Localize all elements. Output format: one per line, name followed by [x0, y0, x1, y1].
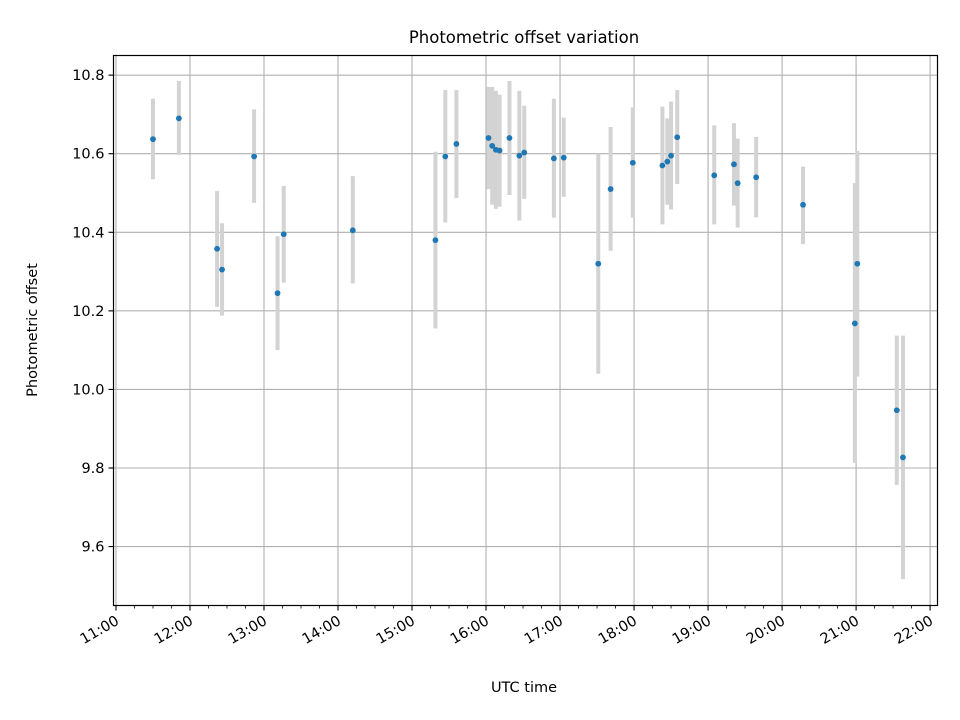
data-point: [506, 135, 513, 141]
data-point: [219, 266, 225, 273]
data-point: [251, 153, 258, 160]
data-point: [854, 260, 861, 267]
x-axis-label: UTC time: [491, 680, 557, 696]
data-point: [734, 180, 741, 187]
data-point: [893, 407, 900, 414]
y-tick-label: 9.6: [81, 540, 104, 556]
data-point: [453, 140, 460, 147]
data-point: [175, 115, 182, 122]
data-point: [731, 161, 737, 168]
y-tick-label: 10.4: [72, 225, 104, 241]
data-point: [668, 152, 674, 159]
y-axis-label: Photometric offset: [25, 263, 41, 397]
y-tick-label: 9.8: [81, 461, 104, 477]
y-tick-label: 10.2: [72, 304, 104, 320]
data-point: [349, 227, 356, 234]
data-point: [274, 290, 281, 297]
data-point: [432, 237, 439, 244]
data-point: [489, 142, 496, 149]
y-tick-label: 10.8: [72, 68, 104, 84]
data-point: [711, 172, 718, 179]
data-point: [214, 245, 221, 252]
data-point: [150, 136, 156, 143]
data-point: [607, 186, 614, 192]
data-point: [659, 162, 666, 169]
data-point: [516, 152, 523, 159]
data-point: [560, 154, 567, 161]
data-point: [442, 153, 449, 160]
y-tick-label: 10.6: [72, 147, 104, 163]
data-point: [629, 159, 636, 166]
data-point: [851, 320, 858, 327]
data-point: [595, 260, 602, 267]
data-point: [550, 155, 557, 162]
data-point: [674, 134, 681, 141]
chart-title: Photometric offset variation: [409, 28, 639, 47]
y-tick-label: 10.0: [72, 382, 104, 398]
data-point: [485, 135, 492, 141]
plot-frame: [112, 54, 939, 607]
data-point: [521, 149, 528, 156]
data-point: [496, 147, 503, 154]
data-point: [280, 231, 287, 238]
y-axis-ticks: 9.6 9.8 10.0 10.2 10.4 10.6 10.8: [72, 68, 114, 556]
data-point: [800, 201, 806, 208]
data-point: [753, 174, 760, 181]
data-points: [150, 115, 906, 461]
data-point: [900, 454, 906, 461]
data-point: [664, 158, 671, 165]
